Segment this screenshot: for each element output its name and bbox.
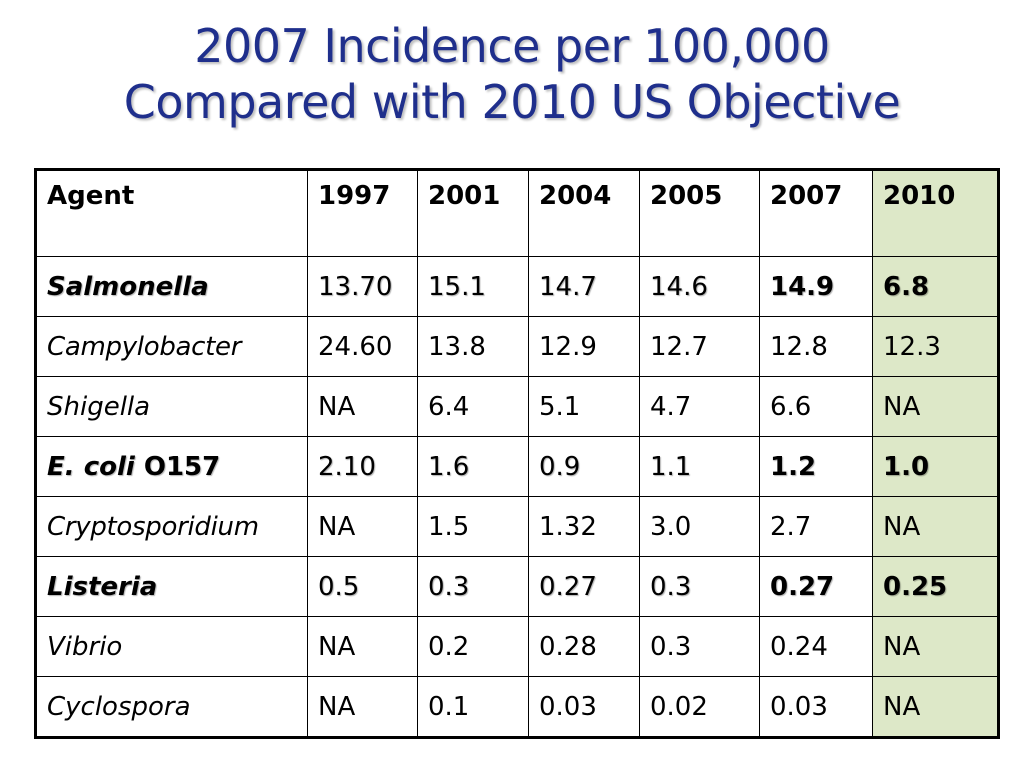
title-line-1: 2007 Incidence per 100,000 <box>194 19 830 73</box>
value-cell: 0.27 <box>528 556 640 617</box>
value-cell: NA <box>872 676 999 738</box>
value-cell: 0.25 <box>872 556 999 617</box>
table-row: Shigella NA 6.4 5.1 4.7 6.6 NA <box>35 376 999 437</box>
value-cell: 12.8 <box>759 316 873 377</box>
agent-name: Listeria <box>47 571 158 602</box>
value-cell: 0.28 <box>528 616 640 677</box>
value-cell: 0.24 <box>759 616 873 677</box>
value-cell: NA <box>307 496 418 557</box>
table-row: Listeria 0.5 0.3 0.27 0.3 0.27 0.25 <box>35 556 999 617</box>
value-cell: 14.9 <box>759 256 873 317</box>
value-cell: 0.3 <box>417 556 529 617</box>
value-cell: 0.27 <box>759 556 873 617</box>
value-cell: NA <box>307 676 418 738</box>
value-cell: 24.60 <box>307 316 418 377</box>
value-cell: 2.10 <box>307 436 418 497</box>
agent-cell: Vibrio <box>35 616 308 677</box>
value-cell: 13.70 <box>307 256 418 317</box>
value-cell: 6.6 <box>759 376 873 437</box>
value-cell: 13.8 <box>417 316 529 377</box>
value-cell: 12.7 <box>639 316 760 377</box>
header-2004: 2004 <box>528 169 640 257</box>
value-cell: 12.3 <box>872 316 999 377</box>
value-cell: 14.6 <box>639 256 760 317</box>
value-cell: 6.8 <box>872 256 999 317</box>
value-cell: NA <box>872 376 999 437</box>
title-line-2: Compared with 2010 US Objective <box>123 75 901 129</box>
value-cell: 0.03 <box>528 676 640 738</box>
agent-name: E. coli <box>47 451 135 482</box>
value-cell: 15.1 <box>417 256 529 317</box>
agent-cell: Campylobacter <box>35 316 308 377</box>
agent-cell: Shigella <box>35 376 308 437</box>
value-cell: 0.02 <box>639 676 760 738</box>
table-row: Cyclospora NA 0.1 0.03 0.02 0.03 NA <box>35 676 999 738</box>
header-2001: 2001 <box>417 169 529 257</box>
header-2005: 2005 <box>639 169 760 257</box>
table-row: E. coli O157 2.10 1.6 0.9 1.1 1.2 1.0 <box>35 436 999 497</box>
value-cell: 4.7 <box>639 376 760 437</box>
value-cell: NA <box>307 616 418 677</box>
value-cell: 1.32 <box>528 496 640 557</box>
value-cell: 3.0 <box>639 496 760 557</box>
agent-serotype: O157 <box>134 451 221 482</box>
agent-cell: Cyclospora <box>35 676 308 738</box>
agent-name: Cryptosporidium <box>47 511 259 542</box>
agent-cell: Salmonella <box>35 256 308 317</box>
value-cell: 0.5 <box>307 556 418 617</box>
table-row: Campylobacter 24.60 13.8 12.9 12.7 12.8 12.3 <box>35 316 999 377</box>
value-cell: 0.1 <box>417 676 529 738</box>
header-1997: 1997 <box>307 169 418 257</box>
agent-name: Salmonella <box>47 271 209 302</box>
agent-name: Cyclospora <box>47 691 191 722</box>
incidence-table: Agent 1997 2001 2004 2005 2007 2010 Salm… <box>34 168 1000 739</box>
value-cell: 2.7 <box>759 496 873 557</box>
value-cell: NA <box>307 376 418 437</box>
header-agent: Agent <box>35 169 308 257</box>
table-row: Cryptosporidium NA 1.5 1.32 3.0 2.7 NA <box>35 496 999 557</box>
value-cell: 1.2 <box>759 436 873 497</box>
value-cell: 0.03 <box>759 676 873 738</box>
table-body: Agent 1997 2001 2004 2005 2007 2010 Salm… <box>35 169 999 738</box>
value-cell: 12.9 <box>528 316 640 377</box>
table-header-row: Agent 1997 2001 2004 2005 2007 2010 <box>35 169 999 257</box>
value-cell: 0.3 <box>639 616 760 677</box>
value-cell: 0.9 <box>528 436 640 497</box>
agent-name: Campylobacter <box>47 331 242 362</box>
value-cell: NA <box>872 496 999 557</box>
agent-cell: E. coli O157 <box>35 436 308 497</box>
header-2010-objective: 2010 <box>872 169 999 257</box>
value-cell: 1.0 <box>872 436 999 497</box>
slide-title: 2007 Incidence per 100,000 Compared with… <box>0 18 1024 130</box>
value-cell: 0.3 <box>639 556 760 617</box>
table-row: Salmonella 13.70 15.1 14.7 14.6 14.9 6.8 <box>35 256 999 317</box>
value-cell: 5.1 <box>528 376 640 437</box>
value-cell: 1.1 <box>639 436 760 497</box>
value-cell: 1.5 <box>417 496 529 557</box>
value-cell: 0.2 <box>417 616 529 677</box>
agent-cell: Listeria <box>35 556 308 617</box>
header-2007: 2007 <box>759 169 873 257</box>
agent-name: Shigella <box>47 391 151 422</box>
value-cell: 6.4 <box>417 376 529 437</box>
value-cell: 1.6 <box>417 436 529 497</box>
value-cell: NA <box>872 616 999 677</box>
agent-cell: Cryptosporidium <box>35 496 308 557</box>
agent-name: Vibrio <box>47 631 123 662</box>
value-cell: 14.7 <box>528 256 640 317</box>
table-row: Vibrio NA 0.2 0.28 0.3 0.24 NA <box>35 616 999 677</box>
